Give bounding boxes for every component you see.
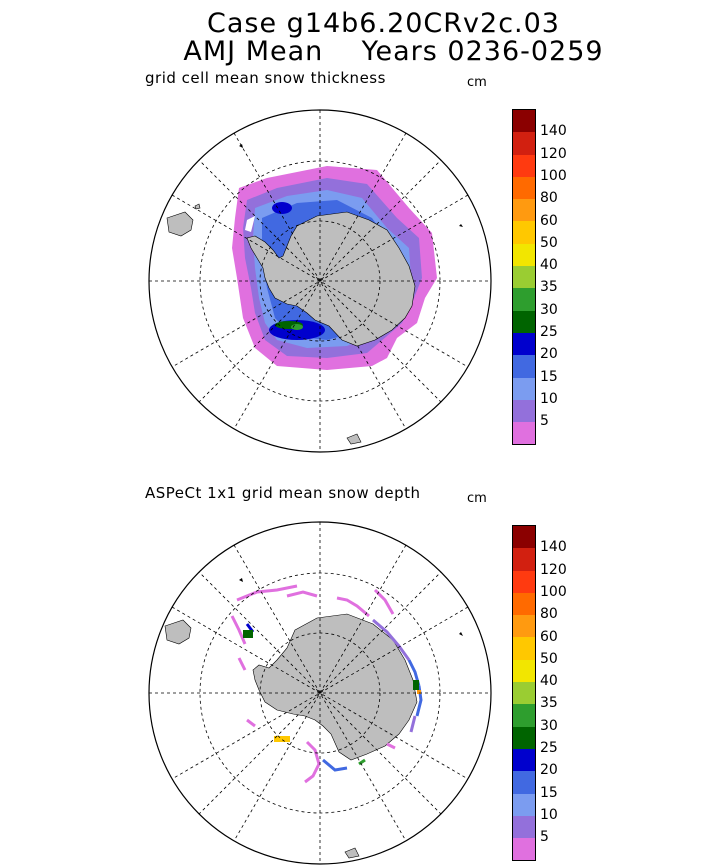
colorbar-segment: [513, 548, 535, 570]
colorbar-label: 10: [540, 807, 558, 823]
colorbar-label: 120: [540, 562, 567, 578]
colorbar-segment: [513, 571, 535, 593]
colorbar-segment: [513, 177, 535, 199]
colorbar-segment: [513, 155, 535, 177]
colorbar-segment: [513, 593, 535, 615]
colorbar-label: 25: [540, 324, 558, 340]
colorbar-segment: [513, 422, 535, 444]
colorbar-label: 30: [540, 718, 558, 734]
colorbar-segment: [513, 355, 535, 377]
colorbar-segment: [513, 244, 535, 266]
colorbar-segment: [513, 816, 535, 838]
panel2-colorbar: [512, 525, 536, 861]
colorbar-label: 100: [540, 584, 567, 600]
island-small-1: [347, 434, 361, 444]
colorbar-segment: [513, 221, 535, 243]
colorbar-segment: [513, 727, 535, 749]
colorbar-label: 35: [540, 279, 558, 295]
colorbar-label: 50: [540, 235, 558, 251]
colorbar-label: 60: [540, 213, 558, 229]
colorbar-label: 80: [540, 606, 558, 622]
colorbar-label: 50: [540, 651, 558, 667]
figure-title-line1: Case g14b6.20CRv2c.03: [22, 8, 723, 39]
snow-patch-lightgreen: [291, 324, 303, 330]
colorbar-label: 40: [540, 257, 558, 273]
colorbar-segment: [513, 704, 535, 726]
colorbar-segment: [513, 311, 535, 333]
south-america-tip: [165, 620, 191, 644]
colorbar-label: 15: [540, 369, 558, 385]
colorbar-segment: [513, 637, 535, 659]
colorbar-segment: [513, 266, 535, 288]
colorbar-label: 5: [540, 829, 549, 845]
colorbar-label: 10: [540, 391, 558, 407]
snow-patch-darkblue-2: [272, 202, 292, 214]
colorbar-label: 40: [540, 673, 558, 689]
colorbar-segment: [513, 288, 535, 310]
panel2-units: cm: [467, 491, 487, 506]
panel1-title: grid cell mean snow thickness: [145, 69, 386, 87]
colorbar-label: 140: [540, 123, 567, 139]
colorbar-label: 20: [540, 346, 558, 362]
colorbar-label: 60: [540, 629, 558, 645]
colorbar-segment: [513, 794, 535, 816]
colorbar-segment: [513, 199, 535, 221]
colorbar-segment: [513, 771, 535, 793]
colorbar-label: 80: [540, 190, 558, 206]
panel1-colorbar: [512, 109, 536, 445]
panel2-title: ASPeCt 1x1 grid mean snow depth: [145, 484, 421, 502]
colorbar-segment: [513, 682, 535, 704]
colorbar-segment: [513, 110, 535, 132]
colorbar-segment: [513, 749, 535, 771]
colorbar-label: 100: [540, 168, 567, 184]
colorbar-label: 20: [540, 762, 558, 778]
colorbar-segment: [513, 660, 535, 682]
colorbar-label: 30: [540, 302, 558, 318]
colorbar-segment: [513, 615, 535, 637]
colorbar-label: 120: [540, 146, 567, 162]
panel2-polar-map: [147, 520, 493, 866]
colorbar-label: 15: [540, 785, 558, 801]
colorbar-segment: [513, 132, 535, 154]
colorbar-label: 35: [540, 695, 558, 711]
panel1-units: cm: [467, 75, 487, 90]
colorbar-label: 25: [540, 740, 558, 756]
south-america-tip: [167, 212, 193, 236]
panel1-polar-map: [147, 108, 493, 454]
colorbar-segment: [513, 526, 535, 548]
colorbar-segment: [513, 333, 535, 355]
colorbar-segment: [513, 378, 535, 400]
colorbar-segment: [513, 838, 535, 860]
colorbar-segment: [513, 400, 535, 422]
figure-title-line2: AMJ Mean Years 0236-0259: [32, 36, 723, 67]
island-small-1: [345, 848, 359, 858]
island-small-2: [195, 204, 200, 209]
colorbar-label: 5: [540, 413, 549, 429]
colorbar-label: 140: [540, 539, 567, 555]
